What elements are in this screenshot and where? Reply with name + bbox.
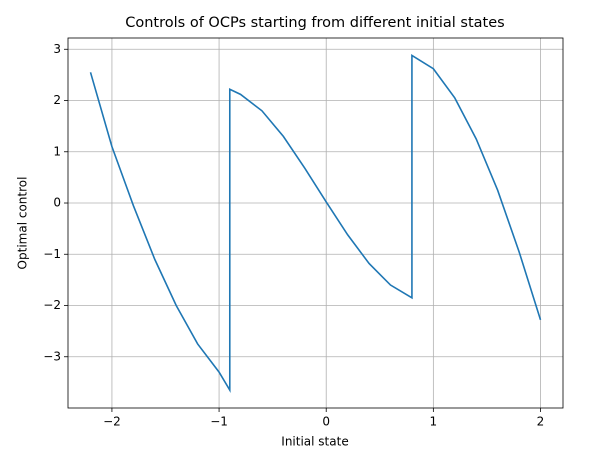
y-tick-label: −2: [43, 298, 61, 312]
x-axis-label: Initial state: [281, 435, 348, 449]
chart-title: Controls of OCPs starting from different…: [125, 15, 504, 31]
x-tick-label: 2: [537, 415, 545, 429]
x-tick-label: 0: [322, 415, 330, 429]
y-tick-label: 2: [53, 93, 61, 107]
x-tick-label: −1: [210, 415, 228, 429]
y-axis-label: Optimal control: [16, 177, 30, 270]
line: [89, 53, 542, 393]
y-tick-label: 1: [53, 144, 61, 158]
y-tick-label: 0: [53, 196, 61, 210]
y-tick-label: −1: [43, 247, 61, 261]
y-tick-label: −3: [43, 349, 61, 363]
x-tick-label: 1: [430, 415, 438, 429]
y-tick-label: 3: [53, 42, 61, 56]
x-tick-label: −2: [103, 415, 121, 429]
plot-frame: [67, 37, 564, 409]
